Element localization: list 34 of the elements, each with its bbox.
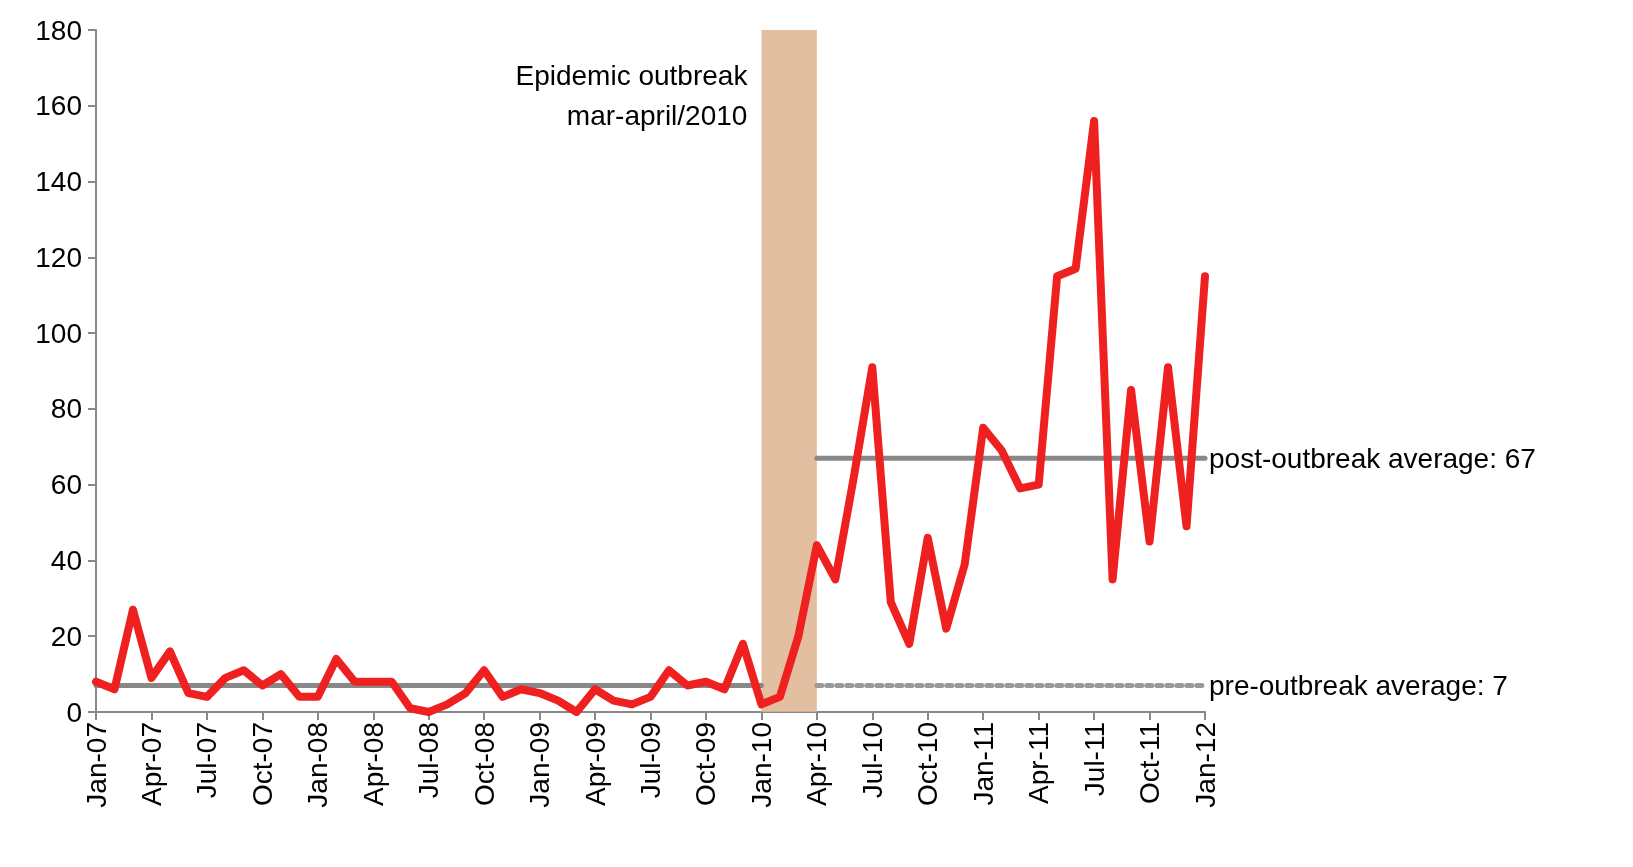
x-tick-label: Oct-10 — [912, 722, 944, 807]
y-tick-label: 60 — [50, 469, 82, 501]
x-tick-label: Jul-11 — [1078, 722, 1110, 797]
y-tick-label: 20 — [50, 620, 82, 652]
y-tick-label: 0 — [66, 696, 82, 728]
y-tick-label: 80 — [50, 393, 82, 425]
x-tick-label: Jan-12 — [1189, 722, 1221, 808]
x-tick-label: Jan-11 — [967, 722, 999, 806]
annotation: post-outbreak average: 67 — [1209, 442, 1536, 474]
x-tick-label: Jan-10 — [745, 722, 777, 808]
x-tick-label: Jul-10 — [856, 722, 888, 799]
y-tick-label: 40 — [50, 544, 82, 576]
x-tick-label: Apr-07 — [135, 722, 167, 807]
x-tick-label: Jul-09 — [635, 722, 666, 799]
band-label: Epidemic outbreak mar-april/2010 — [515, 59, 749, 131]
x-tick-label: Apr-08 — [357, 722, 389, 807]
y-tick-label: 160 — [35, 90, 82, 122]
y-tick-label: 140 — [35, 166, 82, 198]
y-tick-label: 120 — [35, 241, 82, 273]
x-tick-label: Oct-11 — [1134, 722, 1166, 804]
x-tick-label: Jan-07 — [80, 722, 112, 808]
x-tick-label: Oct-09 — [690, 722, 722, 807]
x-tick-label: Apr-11 — [1023, 722, 1055, 804]
x-tick-label: Apr-10 — [801, 722, 833, 807]
x-tick-label: Oct-07 — [246, 722, 278, 807]
x-tick-label: Oct-08 — [468, 722, 500, 807]
x-tick-label: Jul-08 — [413, 722, 445, 799]
x-tick-label: Apr-09 — [579, 722, 611, 807]
y-tick-label: 100 — [35, 317, 82, 349]
x-tick-label: Jan-09 — [524, 722, 556, 808]
x-tick-label: Jul-07 — [191, 722, 223, 799]
x-tick-label: Jan-08 — [302, 722, 334, 808]
y-tick-label: 180 — [35, 14, 82, 46]
annotation: pre-outbreak average: 7 — [1209, 669, 1508, 701]
